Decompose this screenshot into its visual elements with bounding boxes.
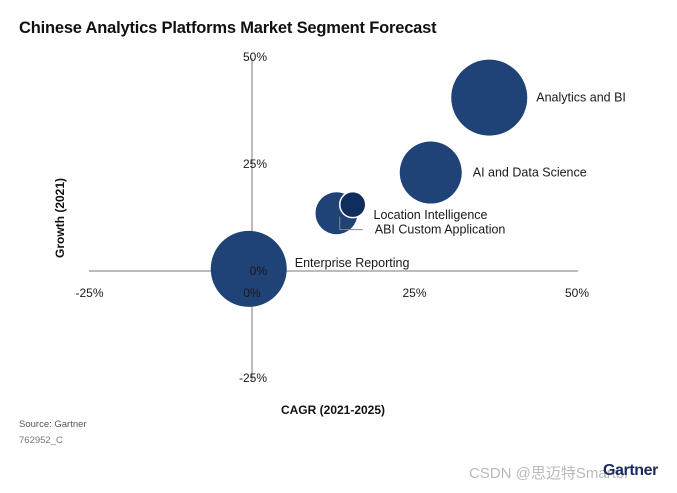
watermark: CSDN @思迈特Smartbi <box>469 465 628 482</box>
bubble-label: Enterprise Reporting <box>295 256 410 270</box>
x-tick-label: 25% <box>402 286 426 300</box>
x-axis-label: CAGR (2021-2025) <box>280 403 386 417</box>
chart-title: Chinese Analytics Platforms Market Segme… <box>19 19 437 37</box>
y-tick-label: 0% <box>250 264 268 278</box>
y-tick-label: -25% <box>239 371 267 385</box>
bubble-label: AI and Data Science <box>473 166 587 180</box>
bubble-0 <box>451 59 528 136</box>
y-tick-label: 50% <box>243 50 267 64</box>
y-tick-label: 25% <box>243 157 267 171</box>
x-tick-label: 50% <box>565 286 589 300</box>
source-note: Source: Gartner <box>19 419 87 430</box>
leader-line <box>339 216 363 231</box>
y-axis-label: Growth (2021) <box>53 177 67 259</box>
x-tick-label: -25% <box>75 286 103 300</box>
bubble-label: Analytics and BI <box>536 91 626 105</box>
figure-id: 762952_C <box>19 435 63 446</box>
x-tick-label: 0% <box>243 286 261 300</box>
bubble-label: ABI Custom Application <box>375 223 506 237</box>
bubble-4 <box>339 190 367 219</box>
bubble-1 <box>399 141 462 204</box>
gartner-logo: Gartner <box>603 462 658 479</box>
bubble-2 <box>210 230 287 307</box>
bubble-label: Location Intelligence <box>374 208 488 222</box>
